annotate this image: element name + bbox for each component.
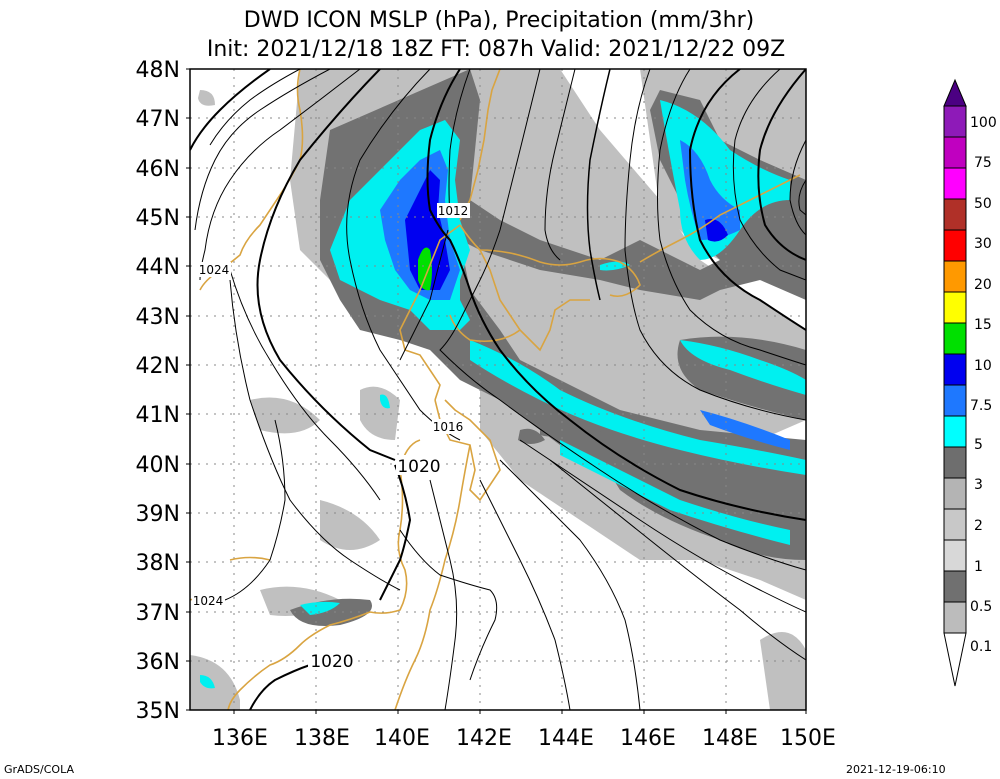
lat-label: 40N — [136, 453, 180, 478]
legend-label: 50 — [974, 196, 992, 212]
map-frame — [189, 68, 807, 711]
isobar-label-1016: 1016 — [433, 420, 464, 434]
isobar-label-1020-north: 1020 — [397, 457, 440, 477]
lat-label: 44N — [136, 255, 180, 280]
isobar-label-1020-south: 1020 — [310, 652, 353, 672]
footer-credit: GrADS/COLA — [4, 763, 74, 776]
legend-label: 15 — [974, 317, 992, 333]
lat-label: 48N — [136, 58, 180, 83]
lat-label: 35N — [136, 699, 180, 724]
isobars — [190, 69, 806, 710]
lon-label: 140E — [374, 726, 430, 751]
legend-label: 0.5 — [970, 599, 992, 615]
axis-ticks — [186, 68, 807, 714]
isobar-label-1024-south: 1024 — [193, 594, 224, 608]
lat-label: 38N — [136, 551, 180, 576]
legend-label: 7.5 — [970, 398, 992, 414]
lon-label: 138E — [294, 726, 350, 751]
chart-title: DWD ICON MSLP (hPa), Precipitation (mm/3… — [243, 8, 755, 33]
legend-labels: 100 75 50 30 20 15 10 7.5 5 3 2 1 0.5 0.… — [970, 115, 997, 655]
legend-bottom-arrow — [943, 632, 967, 687]
lat-label: 41N — [136, 403, 180, 428]
legend-label: 20 — [974, 277, 992, 293]
lon-label: 150E — [780, 726, 836, 751]
precip-green — [418, 247, 432, 291]
legend-label: 5 — [974, 437, 983, 453]
lat-label: 42N — [136, 354, 180, 379]
lon-label: 148E — [702, 726, 758, 751]
lon-label: 142E — [456, 726, 512, 751]
legend-label: 10 — [974, 358, 992, 374]
legend-label: 3 — [974, 477, 983, 493]
lat-label: 37N — [136, 601, 180, 626]
lon-label: 146E — [620, 726, 676, 751]
isobar-label-1024-north: 1024 — [199, 263, 230, 277]
graticule — [190, 69, 806, 710]
longitude-labels: 136E 138E 140E 142E 144E 146E 148E 150E — [212, 726, 836, 751]
lat-label: 39N — [136, 502, 180, 527]
chart-subtitle: Init: 2021/12/18 18Z FT: 087h Valid: 202… — [206, 37, 786, 62]
isobar-label-1012: 1012 — [438, 204, 469, 218]
lon-label: 144E — [538, 726, 594, 751]
lat-label: 43N — [136, 305, 180, 330]
precip-dark-blue — [405, 170, 728, 290]
footer-timestamp: 2021-12-19-06:10 — [846, 763, 946, 776]
legend-label: 0.1 — [970, 639, 992, 655]
legend-label: 2 — [974, 518, 983, 534]
lat-label: 36N — [136, 650, 180, 675]
lat-label: 45N — [136, 206, 180, 231]
legend-label: 1 — [974, 559, 983, 575]
lat-label: 46N — [136, 157, 180, 182]
legend-top-arrow — [943, 78, 967, 107]
legend-label: 75 — [974, 155, 992, 171]
isobar-labels: 1012 1024 1016 1020 1024 1020 — [192, 203, 470, 672]
precip-legend — [943, 78, 967, 687]
legend-label: 30 — [974, 236, 992, 252]
lat-label: 47N — [136, 107, 180, 132]
latitude-labels: 48N 47N 46N 45N 44N 43N 42N 41N 40N 39N … — [136, 58, 180, 724]
legend-label: 100 — [970, 115, 997, 131]
lon-label: 136E — [212, 726, 268, 751]
